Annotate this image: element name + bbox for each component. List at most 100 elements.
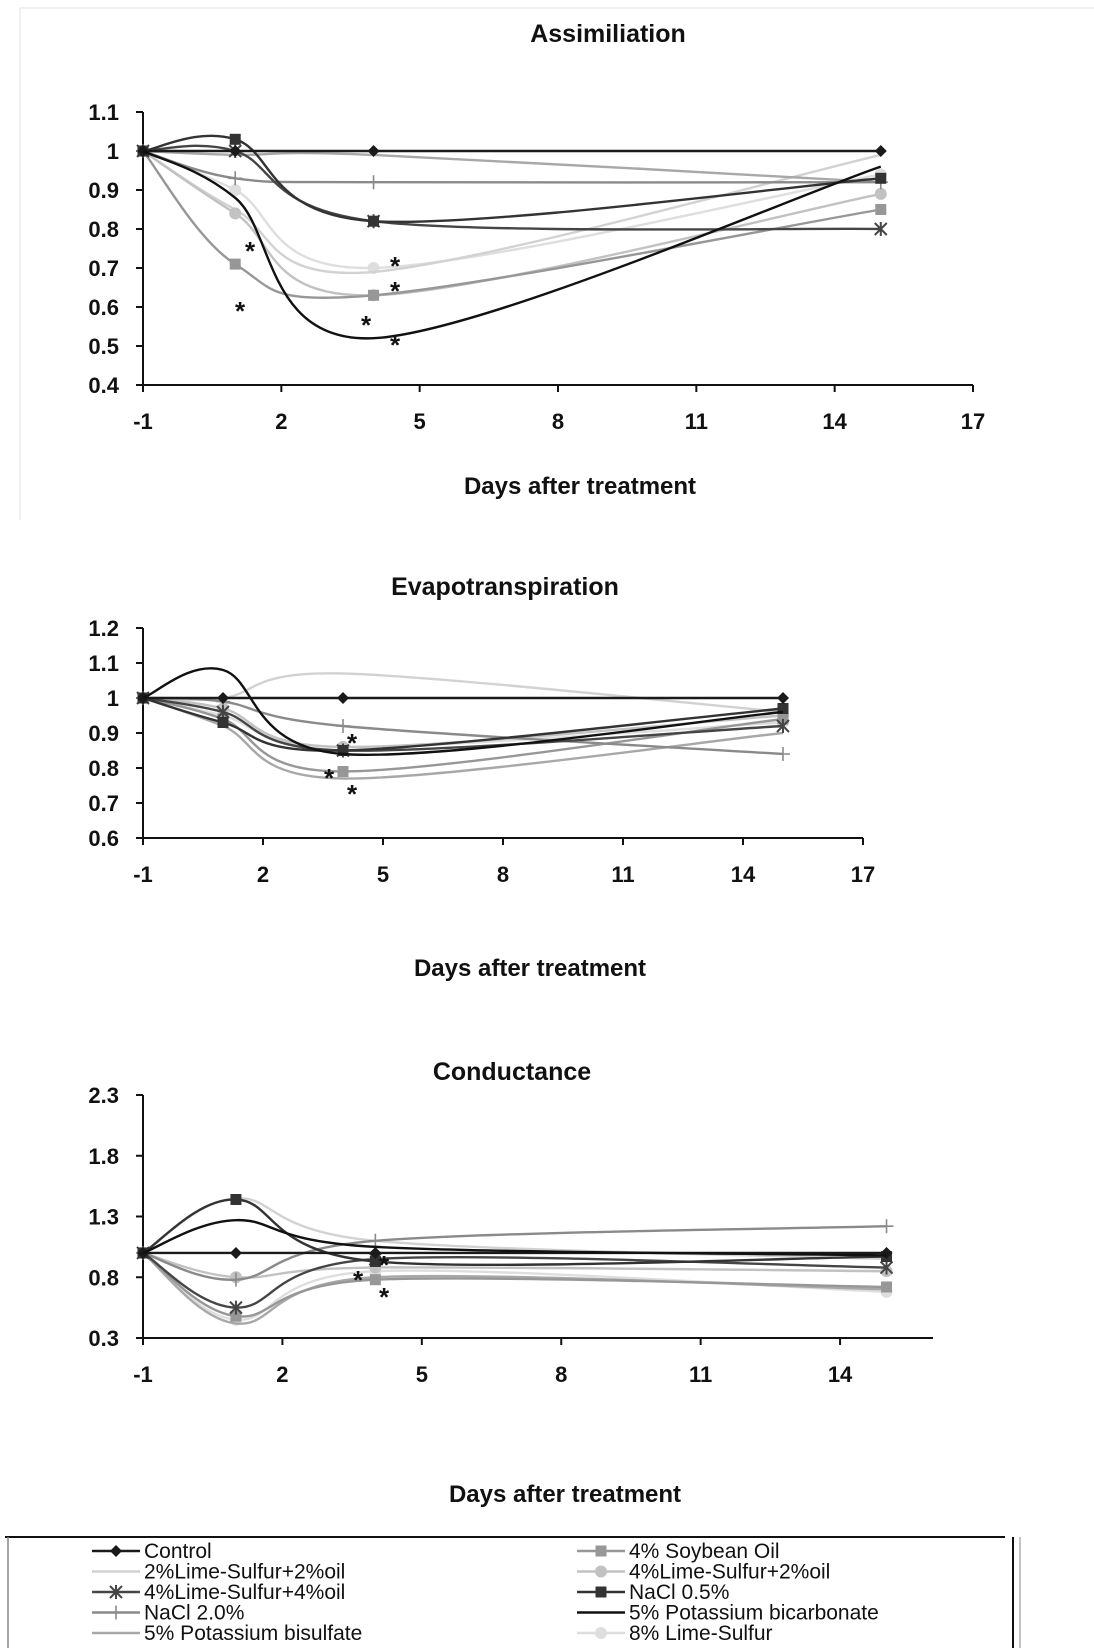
legend-swatch-marker (109, 1585, 123, 1599)
series-4pct-soybean-oil (137, 145, 887, 301)
significance-asterisk: * (245, 236, 256, 266)
y-tick-label: 0.9 (88, 721, 119, 746)
data-point (229, 1246, 242, 1259)
significance-asterisk: * (361, 310, 372, 340)
legend-label: NaCl 2.0% (144, 1602, 244, 1625)
series-line (142, 1251, 887, 1318)
series-line (142, 149, 881, 270)
data-point (367, 145, 380, 157)
y-tick-label: 0.9 (88, 178, 119, 203)
y-tick-label: 0.5 (88, 334, 119, 359)
x-tick-label: 14 (828, 1362, 853, 1387)
x-axis-label: Days after treatment (464, 473, 696, 500)
x-tick-label: 11 (611, 862, 634, 887)
data-point (776, 719, 790, 733)
legend-entry-2pctlime-sulfur-2pctoil: 2%Lime-Sulfur+2%oil (92, 1561, 345, 1584)
legend-entry-8pct-lime-sulfur: 8% Lime-Sulfur (577, 1622, 773, 1645)
y-tick-label: 1.1 (88, 651, 119, 676)
series-line (142, 696, 784, 773)
legend-entry-5pct-potassium-bicarbonate: 5% Potassium bicarbonate (577, 1602, 879, 1625)
significance-asterisk: * (390, 276, 401, 306)
legend-entry-control: Control (92, 1540, 212, 1563)
data-point (875, 204, 887, 215)
data-point (229, 207, 242, 220)
data-point (229, 145, 242, 157)
x-tick-label: 14 (731, 862, 756, 887)
data-point (229, 1300, 243, 1315)
y-tick-label: 0.8 (88, 217, 119, 242)
series-5pct-potassium-bisulfate (142, 149, 881, 184)
evapotranspiration-chart: Evapotranspiration Days after treatment … (88, 573, 875, 982)
legend-label: 5% Potassium bisulfate (144, 1622, 362, 1645)
series-line (142, 696, 784, 749)
legend-entry-5pct-potassium-bisulfate: 5% Potassium bisulfate (92, 1622, 362, 1645)
data-point (217, 717, 229, 728)
data-point (875, 172, 887, 184)
legend-label: 8% Lime-Sulfur (629, 1622, 773, 1645)
y-tick-label: 0.6 (88, 826, 119, 851)
y-tick-label: 0.3 (88, 1326, 119, 1351)
significance-asterisk: * (347, 779, 358, 809)
significance-asterisk: * (347, 728, 358, 758)
series-5pct-potassium-bicarbonate (142, 667, 784, 756)
y-tick-label: 1 (107, 139, 119, 164)
y-tick-label: 0.8 (88, 756, 119, 781)
legend-label: NaCl 0.5% (629, 1581, 729, 1604)
data-point (337, 692, 349, 704)
legend-swatch-marker (595, 1565, 607, 1578)
y-tick-label: 0.8 (88, 1265, 119, 1290)
data-point (368, 289, 380, 301)
series-line (142, 1218, 887, 1257)
x-tick-label: 17 (961, 409, 985, 434)
data-point (229, 133, 241, 145)
x-tick-label: 2 (257, 862, 269, 887)
y-tick-label: 1.2 (88, 616, 119, 641)
data-point (228, 1272, 243, 1287)
series-line (142, 696, 784, 780)
x-tick-label: 5 (377, 862, 389, 887)
chart-title: Evapotranspiration (391, 573, 619, 601)
data-point (229, 258, 241, 270)
series-4pctlime-sulfur-2pctoil (137, 145, 887, 302)
legend-swatch-marker (595, 1545, 607, 1557)
series-line (142, 696, 784, 752)
x-tick-label: -1 (133, 862, 153, 887)
y-tick-label: 0.4 (88, 373, 119, 398)
data-point (337, 745, 349, 756)
series-line (142, 667, 784, 756)
x-tick-label: 8 (552, 409, 564, 434)
y-tick-label: 0.7 (88, 791, 119, 816)
x-tick-label: 5 (416, 1362, 428, 1387)
x-tick-label: 11 (689, 1362, 712, 1387)
series-line (142, 134, 881, 224)
data-point (874, 187, 887, 200)
data-point (217, 692, 229, 704)
x-tick-label: 8 (555, 1362, 567, 1387)
legend-swatch-marker (595, 1627, 607, 1639)
data-point (369, 1246, 382, 1259)
series-line (142, 149, 881, 184)
data-point (369, 1255, 381, 1267)
significance-asterisk: * (390, 330, 401, 360)
data-point (230, 1193, 242, 1205)
legend-entry-nacl-0-5pct: NaCl 0.5% (577, 1581, 729, 1604)
y-tick-label: 0.7 (88, 256, 119, 281)
y-tick-label: 2.3 (88, 1083, 119, 1108)
x-tick-label: 2 (276, 1362, 288, 1387)
series-5pct-potassium-bisulfate (142, 696, 784, 780)
data-point (369, 1274, 381, 1286)
data-point (230, 1310, 242, 1322)
series-line (142, 149, 882, 340)
data-point (776, 747, 790, 761)
y-tick-label: 1.1 (88, 100, 119, 125)
x-tick-label: 2 (275, 409, 287, 434)
series-line (142, 1198, 887, 1267)
x-tick-label: 17 (851, 862, 875, 887)
significance-asterisk: * (235, 296, 246, 326)
chart-title: Assimiliation (530, 20, 686, 48)
x-tick-label: 11 (685, 409, 708, 434)
assimilation-chart: Assimiliation Days after treatment 0.4 0.… (88, 20, 985, 500)
significance-asterisk: * (379, 1250, 390, 1280)
significance-asterisk: * (390, 251, 401, 281)
